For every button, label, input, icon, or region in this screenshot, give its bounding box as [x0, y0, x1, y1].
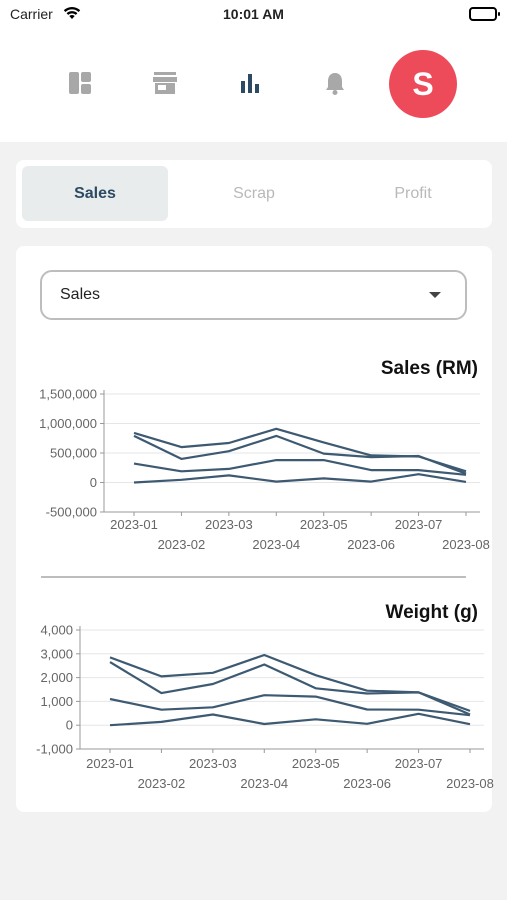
y-tick-label: 2,000 [40, 670, 73, 685]
series-line-2 [133, 434, 467, 475]
carrier-label: Carrier [10, 6, 53, 22]
dropdown-value: Sales [60, 286, 101, 303]
status-bar: Carrier 10:01 AM [0, 0, 507, 30]
x-tick-label: 2023-06 [343, 776, 391, 791]
tab-scrap[interactable]: Scrap [233, 184, 275, 202]
wifi-icon [62, 5, 82, 26]
x-tick-label: 2023-01 [110, 517, 158, 532]
series-line-1 [133, 427, 467, 473]
x-tick-label: 2023-02 [158, 537, 206, 552]
bar-chart-icon[interactable] [235, 68, 265, 98]
store-icon[interactable] [150, 68, 180, 98]
y-tick-label: -1,000 [36, 742, 73, 757]
series-line-4 [133, 473, 467, 484]
y-tick-label: 4,000 [40, 623, 73, 638]
chart-title: Sales (RM) [380, 358, 478, 379]
y-tick-label: 1,000,000 [39, 416, 97, 431]
x-tick-label: 2023-03 [189, 756, 237, 771]
sales-chart: Sales (RM) 1,500,000 1,000,000 500,000 0 -50… [16, 354, 492, 564]
chevron-down-icon [429, 292, 441, 298]
avatar[interactable]: S [389, 50, 457, 118]
tab-profit[interactable]: Profit [394, 184, 432, 202]
weight-chart: Weight (g) 4,000 3,000 2,000 1,000 0 -1,000 20… [16, 598, 494, 808]
x-tick-label: 2023-04 [240, 776, 288, 791]
series-line-2 [109, 661, 471, 716]
x-tick-label: 2023-05 [300, 517, 348, 532]
series-line-3 [109, 694, 471, 717]
x-tick-label: 2023-05 [292, 756, 340, 771]
y-tick-label: 3,000 [40, 646, 73, 661]
weight-chart-plot: 4,000 3,000 2,000 1,000 0 -1,000 2023-01 2023-0… [36, 623, 494, 792]
dashboard-icon[interactable] [65, 68, 95, 98]
top-nav: S [0, 30, 507, 142]
x-tick-label: 2023-06 [347, 537, 395, 552]
battery-icon [469, 7, 500, 21]
series-line-3 [133, 458, 467, 476]
x-tick-label: 2023-07 [395, 517, 443, 532]
y-tick-label: 0 [90, 475, 97, 490]
tab-bar: Sales Scrap Profit [16, 160, 492, 228]
chart-card: Sales Sales (RM) 1,500,000 1,000,000 500,0… [16, 246, 494, 812]
y-tick-label: 1,000 [40, 694, 73, 709]
tab-sales[interactable]: Sales [22, 166, 168, 221]
clock: 10:01 AM [223, 6, 284, 22]
bell-icon[interactable] [320, 68, 350, 98]
sales-chart-plot: 1,500,000 1,000,000 500,000 0 -500,000 2023-0… [39, 387, 490, 553]
x-tick-label: 2023-08 [446, 776, 494, 791]
y-tick-label: -500,000 [46, 505, 97, 520]
chart-divider [41, 576, 466, 578]
y-tick-label: 1,500,000 [39, 387, 97, 402]
x-tick-label: 2023-07 [395, 756, 443, 771]
x-tick-label: 2023-01 [86, 756, 134, 771]
chart-title: Weight (g) [385, 602, 478, 623]
x-tick-label: 2023-03 [205, 517, 253, 532]
x-tick-label: 2023-04 [252, 537, 300, 552]
y-tick-label: 500,000 [50, 446, 97, 461]
series-line-4 [109, 712, 471, 727]
series-line-1 [109, 653, 471, 712]
x-tick-label: 2023-08 [442, 537, 490, 552]
x-tick-label: 2023-02 [138, 776, 186, 791]
y-tick-label: 0 [66, 718, 73, 733]
metric-dropdown[interactable]: Sales [40, 270, 467, 320]
